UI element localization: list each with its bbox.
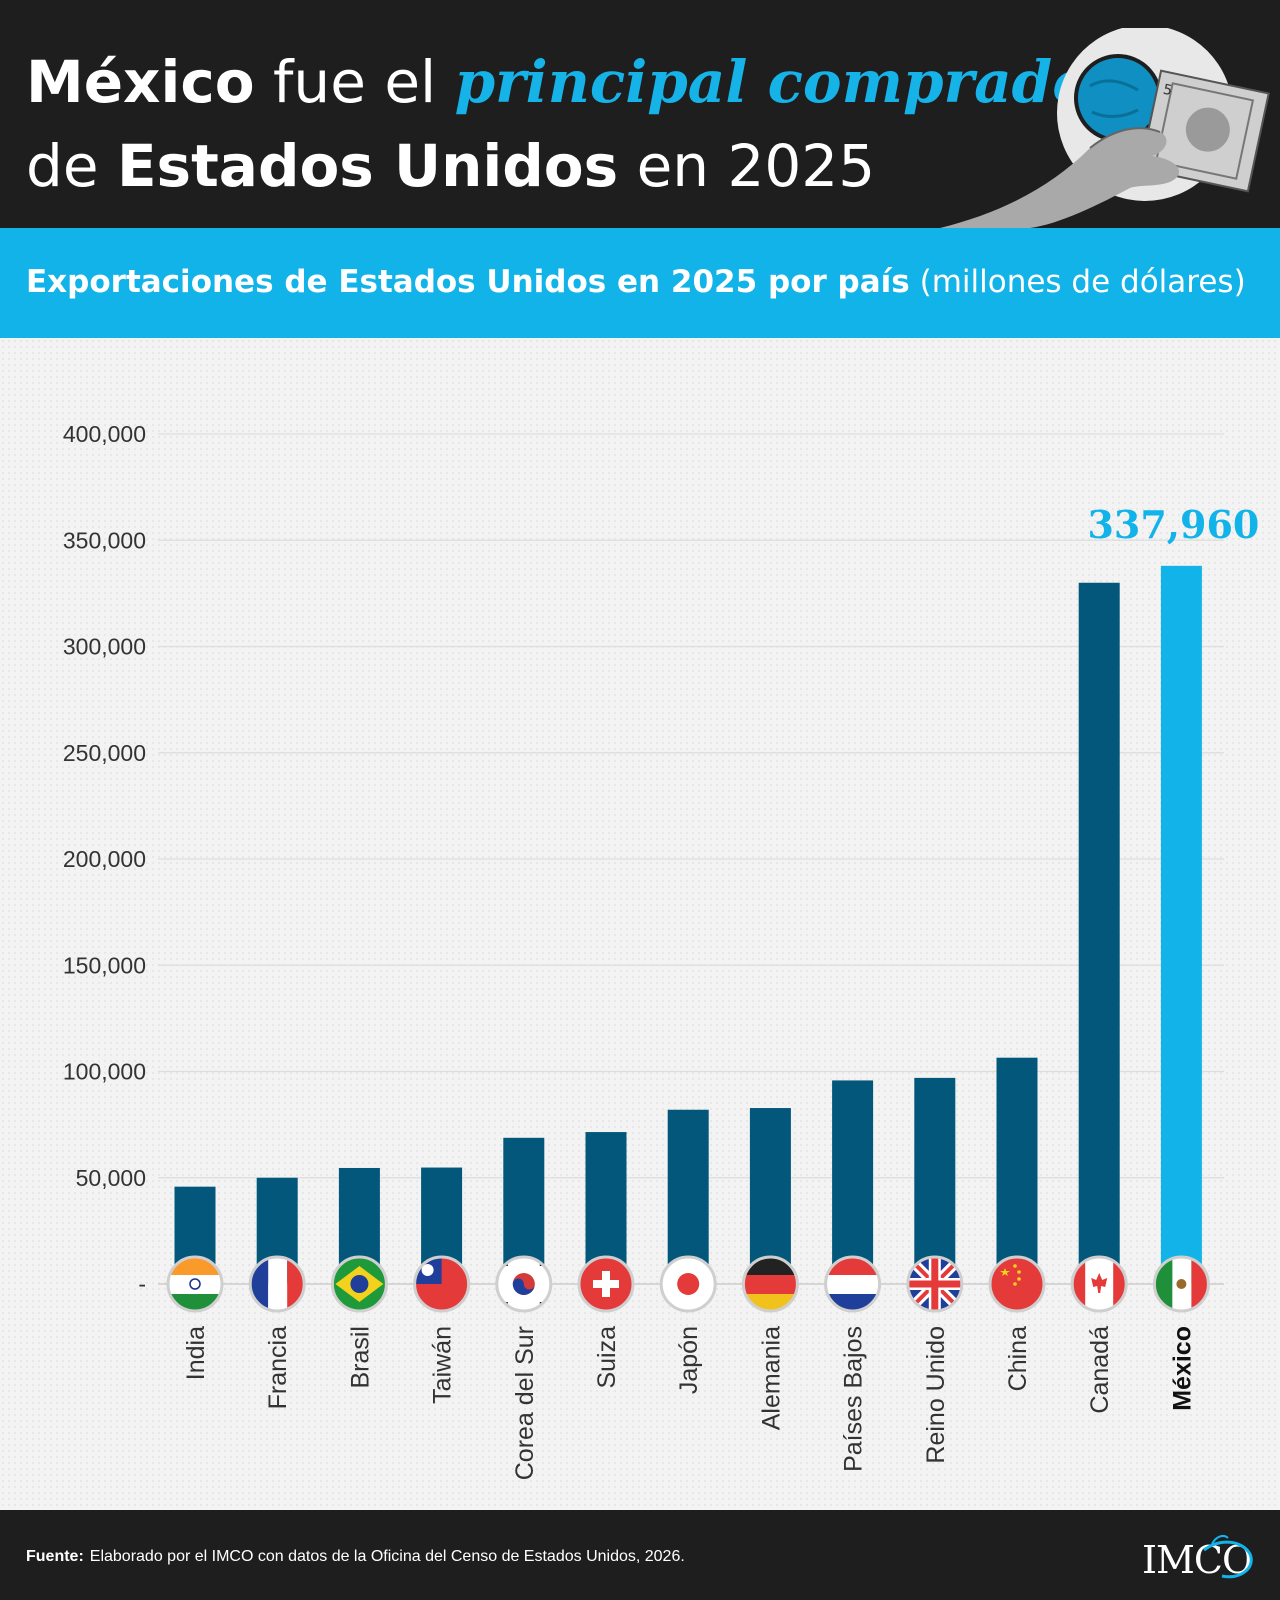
bar-méxico xyxy=(1160,565,1202,1284)
taiwan-flag-icon xyxy=(413,1255,471,1313)
page-title: México fue el principal comprador de Est… xyxy=(26,40,1121,208)
title-de: de xyxy=(26,132,117,200)
x-category-label: México xyxy=(1168,1326,1196,1411)
netherlands-flag-icon xyxy=(824,1255,882,1313)
title-fue-el: fue el xyxy=(254,48,455,116)
x-category-label: Taiwán xyxy=(429,1326,457,1404)
subtitle-units: (millones de dólares) xyxy=(919,264,1246,300)
x-category-label: Reino Unido xyxy=(922,1326,950,1464)
japan-flag-icon xyxy=(659,1255,717,1313)
china-flag-icon xyxy=(988,1255,1046,1313)
footer: Fuente: Elaborado por el IMCO con datos d… xyxy=(0,1510,1280,1600)
hand-with-money-icon: 5 xyxy=(940,28,1270,228)
chart-area: - 50,000 100,000 150,000 200,000 250,000 300,0… xyxy=(0,338,1280,1510)
header: México fue el principal comprador de Est… xyxy=(0,0,1280,228)
x-category-label: Brasil xyxy=(346,1326,374,1389)
x-category-label: Suiza xyxy=(593,1326,621,1389)
value-label-highlight: 337,960 xyxy=(1087,502,1259,547)
switzerland-flag-icon xyxy=(577,1255,635,1313)
y-tick-label: - xyxy=(138,1271,146,1297)
title-year: en 2025 xyxy=(618,132,876,200)
y-tick-label: 300,000 xyxy=(63,634,146,660)
y-tick-label: 150,000 xyxy=(63,952,146,978)
x-category-label: Francia xyxy=(264,1326,292,1409)
chart-subtitle: Exportaciones de Estados Unidos en 2025 … xyxy=(26,264,1246,300)
bar-canadá xyxy=(1078,582,1120,1284)
x-category-label: China xyxy=(1004,1326,1032,1391)
bar-países-bajos xyxy=(832,1080,874,1284)
x-category-label: Corea del Sur xyxy=(511,1326,539,1480)
subtitle-bold: Exportaciones de Estados Unidos en 2025 … xyxy=(26,264,910,300)
title-line-1: México fue el principal comprador xyxy=(26,40,1121,124)
x-category-label: Países Bajos xyxy=(840,1326,868,1472)
source-note: Fuente: Elaborado por el IMCO con datos d… xyxy=(26,1548,685,1566)
subtitle-band: Exportaciones de Estados Unidos en 2025 … xyxy=(0,228,1280,338)
bar-japón xyxy=(667,1109,709,1284)
svg-text:5: 5 xyxy=(1162,82,1174,100)
india-flag-icon xyxy=(166,1255,224,1313)
mexico-flag-icon xyxy=(1152,1255,1210,1313)
x-category-label: Canadá xyxy=(1086,1326,1114,1414)
x-category-label: Alemania xyxy=(757,1326,785,1430)
uk-flag-icon xyxy=(906,1255,964,1313)
y-tick-label: 200,000 xyxy=(63,846,146,872)
title-estados-unidos: Estados Unidos xyxy=(116,132,619,200)
germany-flag-icon xyxy=(741,1255,799,1313)
canada-flag-icon xyxy=(1070,1255,1128,1313)
bar-reino-unido xyxy=(914,1077,956,1284)
y-tick-label: 400,000 xyxy=(63,421,146,447)
france-flag-icon xyxy=(248,1255,306,1313)
title-line-2: de Estados Unidos en 2025 xyxy=(26,124,1121,208)
source-text: Elaborado por el IMCO con datos de la Of… xyxy=(89,1548,685,1565)
y-tick-label: 250,000 xyxy=(63,740,146,766)
y-tick-label: 100,000 xyxy=(63,1059,146,1085)
title-mexico: México xyxy=(26,48,255,116)
imco-logo-swoosh-icon xyxy=(1203,1535,1253,1579)
source-label: Fuente: xyxy=(26,1548,84,1565)
bar-china xyxy=(996,1057,1038,1284)
south-korea-flag-icon xyxy=(495,1255,553,1313)
x-category-label: India xyxy=(182,1326,210,1380)
brazil-flag-icon xyxy=(330,1255,388,1313)
title-highlight: principal comprador xyxy=(454,48,1122,116)
x-category-label: Japón xyxy=(675,1326,703,1394)
bar-alemania xyxy=(749,1108,791,1284)
imco-logo: IMCO xyxy=(1142,1530,1262,1586)
y-tick-label: 350,000 xyxy=(63,527,146,553)
imco-logo-text: IMCO xyxy=(1142,1538,1253,1582)
y-tick-label: 50,000 xyxy=(76,1165,146,1191)
bar-chart: - 50,000 100,000 150,000 200,000 250,000 300,0… xyxy=(63,421,1259,1480)
